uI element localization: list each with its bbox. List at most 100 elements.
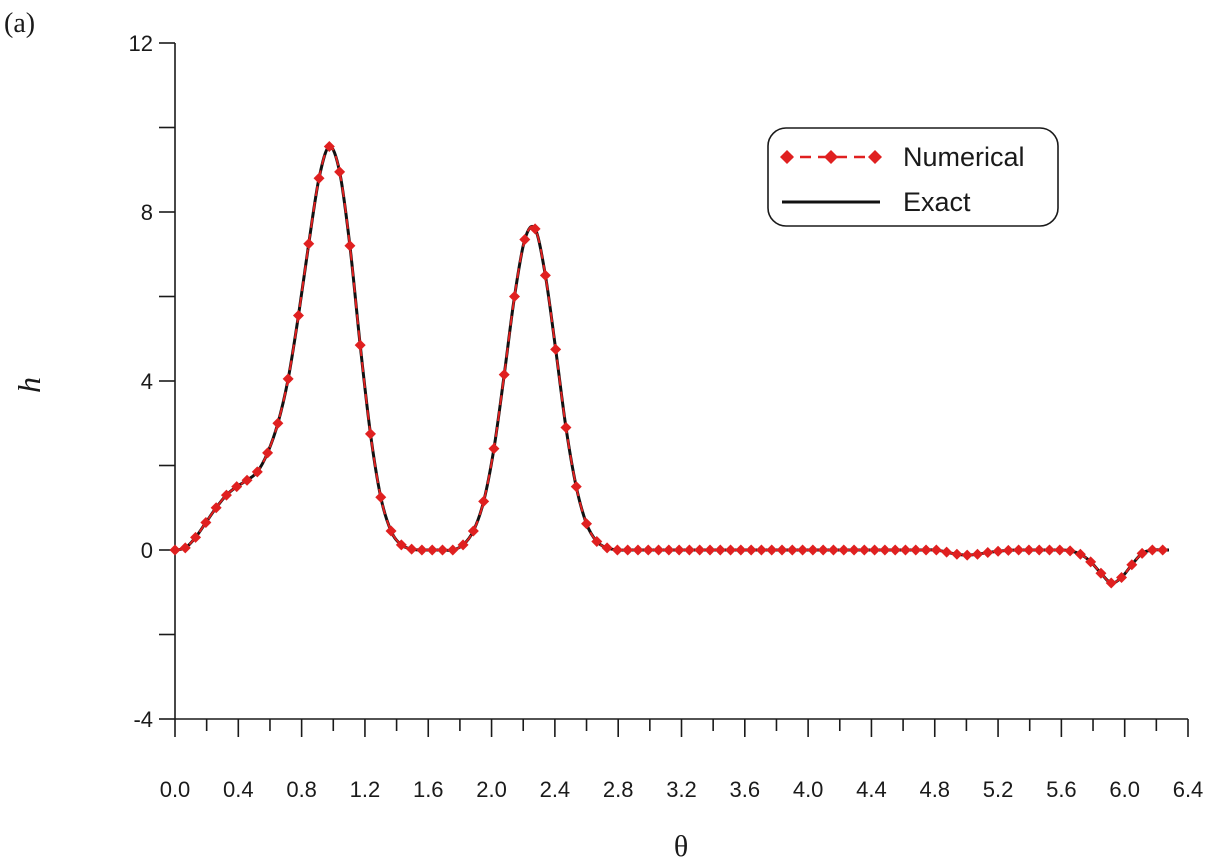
numerical-point xyxy=(1136,547,1148,559)
numerical-point xyxy=(210,502,222,514)
x-tick-label: 5.6 xyxy=(1046,777,1077,802)
numerical-point xyxy=(899,544,911,556)
numerical-point xyxy=(889,544,901,556)
numerical-point xyxy=(385,525,397,537)
numerical-point xyxy=(313,172,325,184)
numerical-point xyxy=(395,539,407,551)
legend-numerical-label: Numerical xyxy=(903,142,1025,172)
numerical-point xyxy=(622,544,634,556)
x-tick-label: 4.4 xyxy=(856,777,887,802)
numerical-point xyxy=(1095,567,1107,579)
numerical-point xyxy=(272,417,284,429)
numerical-point xyxy=(282,373,294,385)
numerical-point xyxy=(879,544,891,556)
y-tick-label: 12 xyxy=(129,31,153,56)
numerical-point xyxy=(910,544,922,556)
x-tick-label: 6.4 xyxy=(1173,777,1204,802)
numerical-point xyxy=(971,548,983,560)
x-tick-label: 5.2 xyxy=(983,777,1014,802)
numerical-point xyxy=(406,543,418,555)
numerical-point xyxy=(1054,544,1066,556)
numerical-point xyxy=(941,546,953,558)
numerical-point xyxy=(930,544,942,556)
numerical-point xyxy=(704,544,716,556)
numerical-point xyxy=(1002,544,1014,556)
numerical-point xyxy=(478,495,490,507)
numerical-point xyxy=(1157,544,1169,556)
panel-label: (a) xyxy=(4,8,35,39)
numerical-point xyxy=(683,544,695,556)
numerical-point xyxy=(375,491,387,503)
x-tick-label: 2.0 xyxy=(476,777,507,802)
numerical-point xyxy=(838,544,850,556)
legend-numerical-marker-3 xyxy=(868,150,882,164)
numerical-point xyxy=(858,544,870,556)
plot-area xyxy=(169,141,1170,589)
numerical-point xyxy=(663,544,675,556)
numerical-point xyxy=(509,291,521,302)
numerical-point xyxy=(797,544,809,556)
numerical-point xyxy=(519,233,531,245)
numerical-point xyxy=(982,547,994,559)
x-tick-label: 4.8 xyxy=(919,777,950,802)
numerical-point xyxy=(632,544,644,556)
numerical-point xyxy=(714,544,726,556)
numerical-point xyxy=(303,238,315,250)
numerical-point xyxy=(992,545,1004,557)
y-tick-label: 4 xyxy=(141,369,153,394)
numerical-point xyxy=(200,517,212,529)
numerical-point xyxy=(190,531,202,543)
numerical-point xyxy=(426,544,438,556)
x-tick-label: 0.4 xyxy=(223,777,254,802)
numerical-point xyxy=(1116,571,1128,583)
numerical-point xyxy=(673,544,685,556)
numerical-point xyxy=(251,466,263,478)
numerical-point xyxy=(354,339,366,351)
numerical-point xyxy=(560,421,572,433)
numerical-point xyxy=(539,269,551,281)
numerical-point xyxy=(292,310,304,322)
numerical-point xyxy=(611,544,623,556)
numerical-point xyxy=(1126,559,1138,571)
numerical-point xyxy=(334,166,346,178)
numerical-point xyxy=(550,343,562,355)
numerical-point xyxy=(1146,544,1158,556)
axes: -4 0 4 8 12 0.0 0.4 0.8 1.2 1.6 2.0 2.4 2.8 3.2 3.6 4.… xyxy=(129,31,1204,802)
numerical-point xyxy=(869,544,881,556)
numerical-point xyxy=(951,548,963,560)
x-tick-label: 3.6 xyxy=(730,777,761,802)
numerical-point xyxy=(1085,556,1097,568)
numerical-point xyxy=(581,518,593,530)
x-tick-label: 0.8 xyxy=(286,777,317,802)
numerical-point xyxy=(807,544,819,556)
numerical-point xyxy=(241,474,253,486)
numerical-point xyxy=(786,544,798,556)
numerical-point xyxy=(961,549,973,561)
numerical-point xyxy=(1023,544,1035,556)
x-axis-label: θ xyxy=(674,830,688,862)
x-tick-label: 1.2 xyxy=(350,777,381,802)
numerical-point xyxy=(1044,544,1056,556)
legend-numerical-marker-1 xyxy=(780,150,794,164)
numerical-point xyxy=(591,536,603,548)
numerical-point xyxy=(1013,544,1025,556)
x-tick-label: 2.8 xyxy=(603,777,634,802)
numerical-point xyxy=(416,544,428,556)
x-tick-label: 0.0 xyxy=(160,777,191,802)
y-tick-label: 0 xyxy=(141,538,153,563)
legend-exact-label: Exact xyxy=(903,187,971,217)
numerical-point xyxy=(1074,548,1086,560)
numerical-point xyxy=(364,428,376,440)
numerical-point xyxy=(570,481,582,493)
numerical-point xyxy=(745,544,757,556)
numerical-point xyxy=(848,544,860,556)
numerical-point xyxy=(436,544,448,556)
numerical-point xyxy=(220,489,232,501)
numerical-point xyxy=(776,544,788,556)
numerical-point xyxy=(817,544,829,556)
numerical-point xyxy=(529,223,541,235)
numerical-point xyxy=(344,240,356,252)
x-tick-label: 6.0 xyxy=(1109,777,1140,802)
numerical-point xyxy=(488,443,500,455)
